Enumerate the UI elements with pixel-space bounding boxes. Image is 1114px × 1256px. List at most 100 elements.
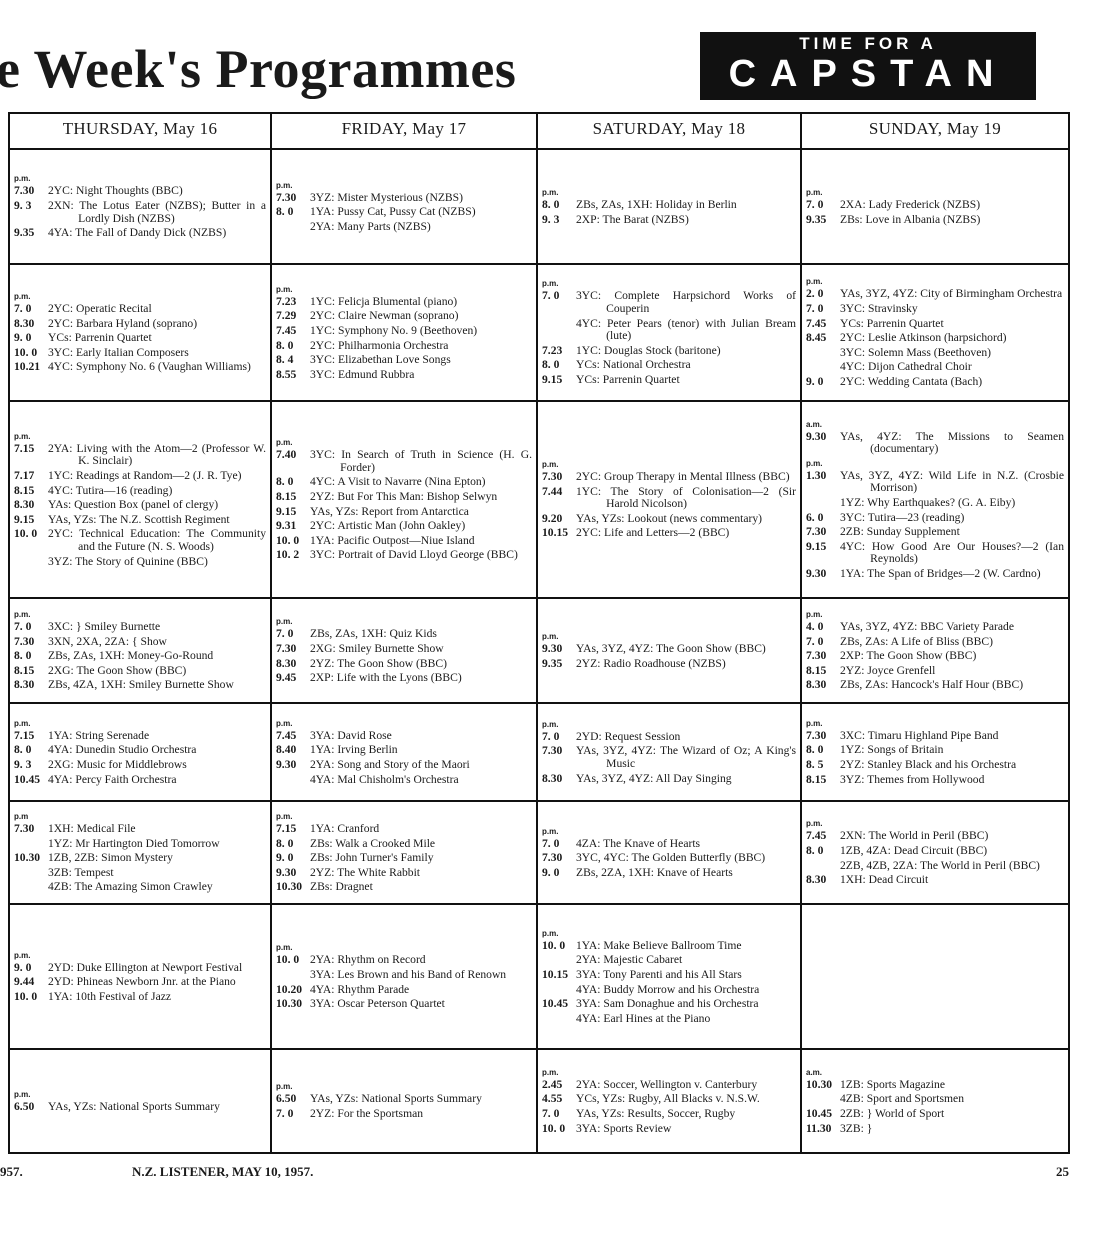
programme-title: 2XG: The Goon Show (BBC)	[48, 663, 187, 677]
programme-time: 7.30	[14, 634, 35, 648]
programme-title: 3YA: Tony Parenti and his All Stars	[576, 967, 742, 981]
programme-title: YAs, 3YZ, 4YZ: City of Birmingham Orches…	[840, 287, 1063, 301]
programme-entry: 11.30 3ZB: }	[806, 1121, 1064, 1136]
programme-time: 7.45	[806, 829, 827, 843]
programme-entry: 4ZB: The Amazing Simon Crawley	[14, 881, 266, 894]
programme-entry: 8.30 2YZ: The Goon Show (BBC)	[276, 657, 532, 671]
programme-entry: 6.50 YAs, YZs: National Sports Summary	[276, 1093, 532, 1106]
programme-time: 9.15	[806, 539, 827, 553]
programme-title: 4YA: The Fall of Dandy Dick (NZBS)	[48, 226, 227, 240]
programme-entry: 9. 0 2YC: Wedding Cantata (Bach)	[806, 375, 1064, 389]
programme-time: 10. 0	[542, 1121, 566, 1135]
programme-entry: 8.40 1YA: Irving Berlin	[276, 744, 532, 757]
programme-time	[276, 774, 310, 787]
programme-cell: p.m. 10. 0 2YA: Rhythm on Record 3YA: Les B…	[272, 905, 538, 1050]
logo-tagline: TIME FOR A	[799, 34, 937, 53]
period-label: p.m.	[542, 631, 559, 641]
programme-time: 10.45	[542, 997, 569, 1011]
programme-time: 9.20	[542, 511, 563, 525]
programme-title: 2YA: Living with the Atom—2 (Professor W…	[48, 441, 266, 468]
programme-entry: 7. 0 3XC: } Smiley Burnette	[14, 620, 266, 634]
programme-cell: p.m. 7.15 1YA: String Serenade 8. 0 4YA: Dun…	[10, 704, 272, 802]
programme-entry: 9.35 ZBs: Love in Albania (NZBS)	[806, 213, 1064, 227]
programme-time: 7. 0	[806, 634, 824, 648]
programme-time: 9. 0	[276, 851, 294, 865]
programme-title: 2YC: Technical Education: The Community …	[48, 527, 266, 553]
programme-entry: 7.30 1XH: Medical File	[14, 822, 266, 836]
programme-entry: 2. 0 YAs, 3YZ, 4YZ: City of Birmingham Or…	[806, 288, 1064, 301]
programme-title: 4YA: Earl Hines at the Piano	[576, 1011, 711, 1025]
programme-time: 4.55	[542, 1092, 563, 1106]
programme-time: 11.30	[806, 1121, 832, 1135]
period-label: p.m.	[14, 718, 31, 728]
programme-time: 10.45	[14, 772, 41, 786]
programme-cell: a.m. 9.30 YAs, 4YZ: The Missions to Seamen…	[802, 402, 1068, 599]
programme-time	[276, 969, 310, 982]
programme-title: 3YC: Complete Harpsichord Works of Coupe…	[576, 289, 796, 316]
programme-time: 6. 0	[806, 510, 824, 524]
programme-title: ZBs: Walk a Crooked Mile	[310, 836, 436, 850]
programme-title: 2XN: The World in Peril (BBC)	[840, 829, 989, 843]
programme-time: 8. 0	[276, 475, 294, 489]
programme-title: 3XC: Timaru Highland Pipe Band	[840, 728, 999, 742]
programme-title: 1YA: Cranford	[310, 822, 380, 836]
programme-table: THURSDAY, May 16 FRIDAY, May 17 SATURDAY…	[8, 112, 1070, 1154]
programme-entry: 9.15 YAs, YZs: Report from Antarctica	[276, 505, 532, 519]
programme-time	[14, 867, 48, 880]
programme-entry: 7.29 2YC: Claire Newman (soprano)	[276, 310, 532, 323]
programme-cell: p.m. 9.30 YAs, 3YZ, 4YZ: The Goon Show (BB…	[538, 599, 802, 704]
programme-title: 3YC: Solemn Mass (Beethoven)	[840, 345, 992, 359]
programme-title: 1ZB: Sports Magazine	[840, 1077, 945, 1091]
programme-title: YCs: Parrenin Quartet	[840, 316, 944, 330]
programme-title: 2YA: Rhythm on Record	[310, 953, 426, 967]
programme-cell: p.m. 10. 0 1YA: Make Believe Ballroom Time…	[538, 905, 802, 1050]
programme-time: 7.30	[276, 190, 297, 204]
programme-title: 1YZ: Mr Hartington Died Tomorrow	[48, 836, 220, 850]
programme-time: 10. 0	[276, 533, 300, 547]
programme-title: ZBs: Dragnet	[310, 880, 373, 894]
programme-entry: 8. 4 3YC: Elizabethan Love Songs	[276, 353, 532, 367]
period-label: p.m.	[806, 819, 823, 829]
programme-title: 2YC: Claire Newman (soprano)	[310, 309, 459, 323]
programme-time: 9.35	[542, 656, 563, 670]
programme-entry: 9.15 4YC: How Good Are Our Houses?—2 (Ian…	[806, 539, 1064, 566]
programme-title: 1YA: 10th Festival of Jazz	[48, 989, 172, 1003]
programme-title: 3XN, 2XA, 2ZA: { Show	[48, 634, 167, 648]
programme-entry: 9.35 4YA: The Fall of Dandy Dick (NZBS)	[14, 226, 266, 240]
programme-title: 2YD: Phineas Newborn Jnr. at the Piano	[48, 975, 236, 989]
programme-time: 6.50	[14, 1099, 35, 1113]
programme-title: 3YC: Edmund Rubbra	[310, 367, 415, 381]
programme-title: 2YZ: For the Sportsman	[310, 1107, 424, 1120]
day-header-sunday: SUNDAY, May 19	[802, 114, 1068, 150]
programme-title: ZBs, 2ZA, 1XH: Knave of Hearts	[576, 865, 733, 879]
programme-entry: 7.30 3XC: Timaru Highland Pipe Band	[806, 728, 1064, 743]
programme-title: 1YA: The Span of Bridges—2 (W. Cardno)	[840, 566, 1041, 580]
programme-time	[542, 1013, 576, 1026]
programme-entry: 4YC: Peter Pears (tenor) with Julian Bre…	[542, 317, 796, 343]
programme-entry: 7.15 1YA: Cranford	[276, 822, 532, 836]
period-label: p.m.	[14, 610, 31, 620]
programme-entry: 3YA: Les Brown and his Band of Renown	[276, 968, 532, 982]
programme-title: 3YA: Oscar Peterson Quartet	[310, 997, 445, 1011]
footer-left: 957.	[0, 1164, 23, 1179]
programme-time: 7.44	[542, 484, 563, 498]
programme-entry: 8.30 ZBs, 4ZA, 1XH: Smiley Burnette Show	[14, 679, 266, 692]
programme-time: 10.21	[14, 360, 41, 374]
programme-time: 7. 0	[542, 836, 560, 850]
programme-entry: 4ZB: Sport and Sportsmen	[806, 1093, 1064, 1106]
programme-entry: 9. 3 2XP: The Barat (NZBS)	[542, 213, 796, 227]
programme-entry: 9.45 2XP: Life with the Lyons (BBC)	[276, 671, 532, 685]
programme-title: ZBs, ZAs, 1XH: Holiday in Berlin	[576, 197, 737, 211]
programme-cell: p.m. 7. 0 4ZA: The Knave of Hearts 7.30 3YC,…	[538, 802, 802, 905]
programme-time: 8. 0	[276, 836, 294, 850]
programme-time: 10. 0	[276, 953, 300, 967]
programme-entry: 10. 0 3YC: Early Italian Composers	[14, 346, 266, 360]
programme-entry: 9.30 YAs, 4YZ: The Missions to Seamen (do…	[806, 429, 1064, 456]
programme-time: 4. 0	[806, 620, 824, 634]
programme-title: 4YC: A Visit to Navarre (Nina Epton)	[310, 475, 486, 489]
programme-title: YAs, 3YZ, 4YZ: BBC Variety Parade	[840, 620, 1014, 634]
programme-time: 9.30	[276, 758, 297, 771]
period-label: p.m.	[276, 943, 293, 953]
programme-entry: 7.15 1YA: String Serenade	[14, 729, 266, 743]
programme-time: 9.30	[806, 429, 827, 443]
